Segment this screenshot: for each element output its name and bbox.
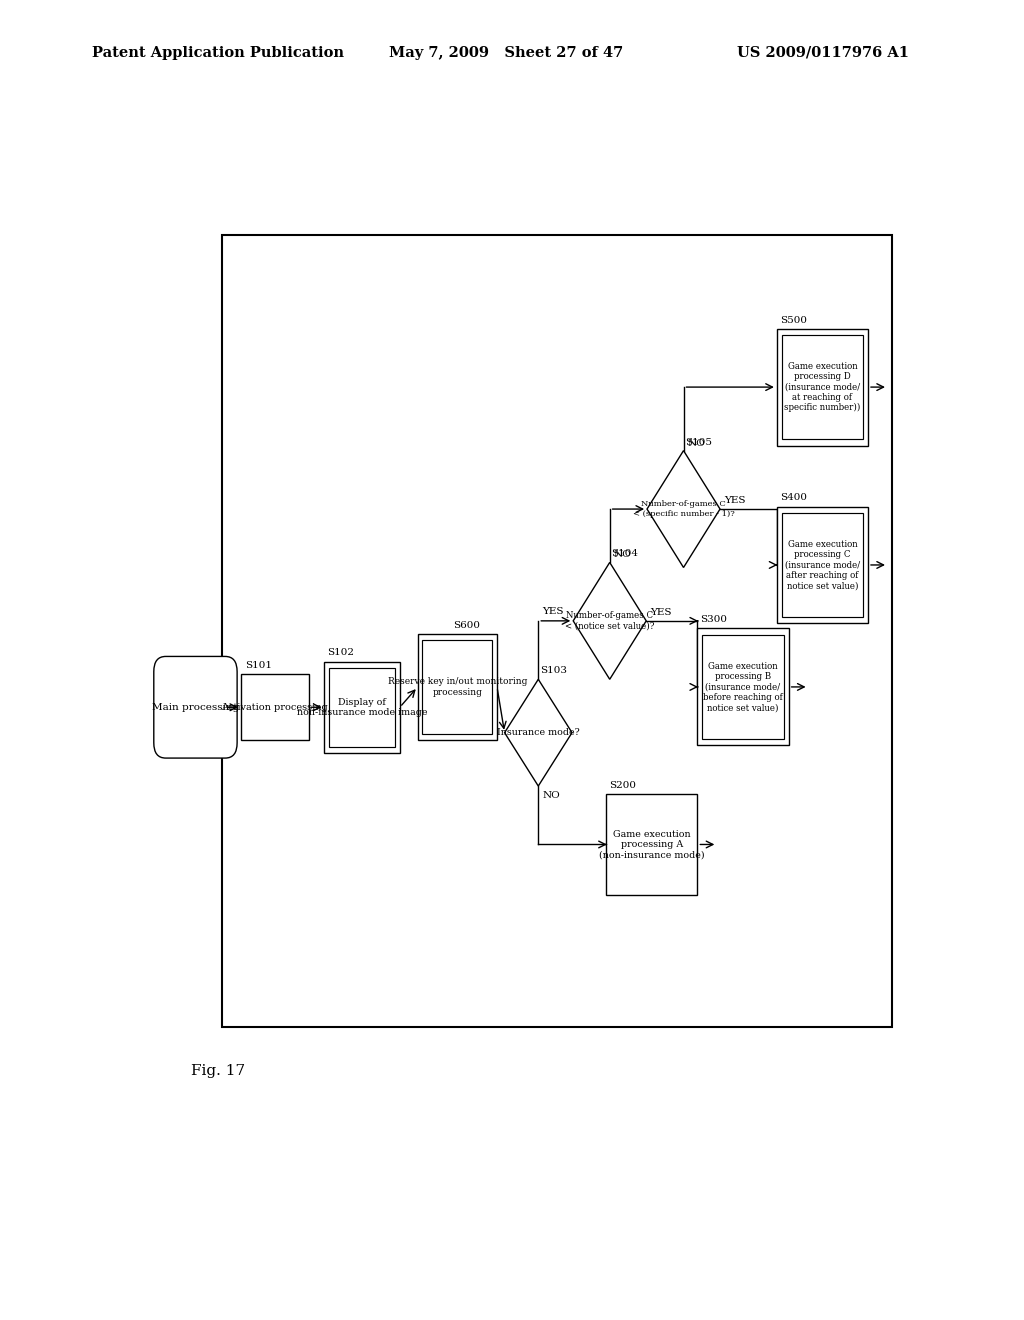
- Text: S104: S104: [611, 549, 638, 558]
- Text: Display of
non-insurance mode image: Display of non-insurance mode image: [297, 697, 427, 717]
- Text: S101: S101: [245, 661, 272, 671]
- Text: US 2009/0117976 A1: US 2009/0117976 A1: [737, 46, 909, 59]
- Text: Number-of-games C
< (notice set value)?: Number-of-games C < (notice set value)?: [565, 611, 654, 631]
- Text: Game execution
processing C
(insurance mode/
after reaching of
notice set value): Game execution processing C (insurance m…: [784, 540, 860, 590]
- FancyBboxPatch shape: [606, 793, 697, 895]
- Text: YES: YES: [724, 496, 745, 506]
- Text: Fig. 17: Fig. 17: [191, 1064, 246, 1078]
- Text: Reserve key in/out monitoring
processing: Reserve key in/out monitoring processing: [388, 677, 527, 697]
- FancyBboxPatch shape: [154, 656, 238, 758]
- Text: S102: S102: [328, 648, 354, 657]
- Text: NO: NO: [687, 438, 706, 447]
- FancyBboxPatch shape: [777, 329, 868, 446]
- Text: NO: NO: [613, 550, 632, 560]
- FancyBboxPatch shape: [241, 675, 308, 741]
- Text: Game execution
processing A
(non-insurance mode): Game execution processing A (non-insuran…: [599, 829, 705, 859]
- Text: Patent Application Publication: Patent Application Publication: [92, 46, 344, 59]
- Text: S105: S105: [685, 437, 712, 446]
- Text: S103: S103: [540, 667, 567, 676]
- Text: May 7, 2009   Sheet 27 of 47: May 7, 2009 Sheet 27 of 47: [389, 46, 624, 59]
- Text: S400: S400: [780, 494, 807, 503]
- Text: Activation processing: Activation processing: [221, 702, 328, 711]
- Polygon shape: [573, 562, 646, 680]
- Text: Main processing: Main processing: [152, 702, 239, 711]
- Text: Insurance mode?: Insurance mode?: [497, 729, 580, 737]
- Text: S500: S500: [780, 315, 807, 325]
- FancyBboxPatch shape: [418, 634, 497, 741]
- Polygon shape: [647, 450, 720, 568]
- FancyBboxPatch shape: [697, 628, 788, 746]
- Text: S600: S600: [454, 620, 480, 630]
- Text: S200: S200: [609, 780, 636, 789]
- FancyBboxPatch shape: [325, 661, 399, 752]
- Text: S300: S300: [700, 615, 728, 624]
- Text: Game execution
processing D
(insurance mode/
at reaching of
specific number)): Game execution processing D (insurance m…: [784, 362, 860, 412]
- Text: Number-of-games C
< (specific number - 1)?: Number-of-games C < (specific number - 1…: [633, 500, 734, 517]
- Polygon shape: [505, 680, 572, 785]
- Text: YES: YES: [650, 607, 672, 616]
- Text: NO: NO: [543, 791, 560, 800]
- FancyBboxPatch shape: [777, 507, 868, 623]
- Text: Game execution
processing B
(insurance mode/
before reaching of
notice set value: Game execution processing B (insurance m…: [703, 661, 783, 713]
- Text: YES: YES: [543, 607, 564, 615]
